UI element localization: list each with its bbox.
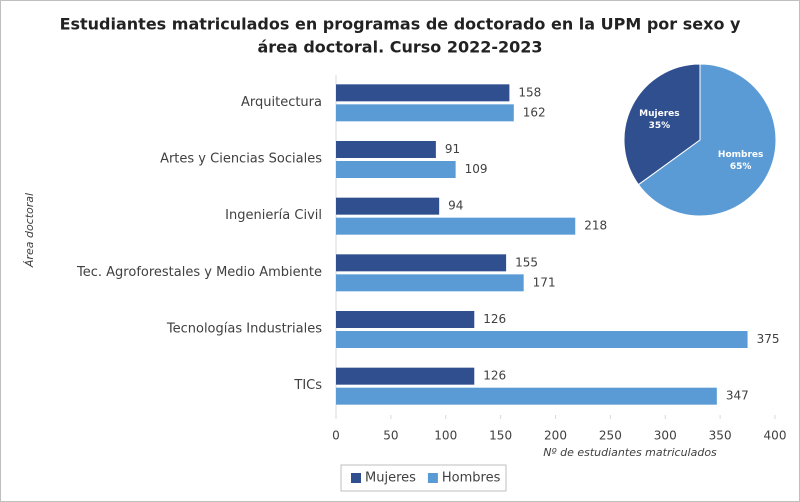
chart-title: Estudiantes matriculados en programas de… [60, 15, 741, 34]
x-tick-label: 300 [654, 429, 677, 443]
data-label: 218 [584, 219, 607, 233]
x-tick-label: 200 [544, 429, 567, 443]
pie-label: Hombres [718, 150, 763, 160]
data-label: 126 [483, 312, 506, 326]
data-label: 94 [448, 199, 463, 213]
legend-label: Hombres [442, 471, 501, 486]
data-label: 155 [515, 255, 538, 269]
bar [336, 311, 475, 328]
data-label: 162 [523, 105, 546, 119]
x-axis-label: Nº de estudiantes matriculados [543, 446, 717, 459]
bar [336, 161, 456, 178]
data-label: 158 [518, 85, 541, 99]
x-tick-label: 100 [434, 429, 457, 443]
y-axis-label: Área doctoral [23, 193, 36, 268]
bar [336, 254, 507, 272]
x-tick-label: 350 [709, 429, 732, 443]
data-label: 347 [726, 389, 749, 403]
pie-label: Mujeres [639, 109, 679, 119]
bar [336, 387, 717, 405]
bar [336, 84, 510, 102]
y-tick-label: Artes y Ciencias Sociales [160, 152, 322, 167]
legend-label: Mujeres [365, 471, 416, 486]
chart-title: área doctoral. Curso 2022-2023 [257, 38, 542, 57]
x-tick-label: 250 [599, 429, 622, 443]
bar [336, 217, 576, 235]
pie-value-label: 65% [730, 162, 752, 172]
bar [336, 274, 524, 292]
data-label: 126 [483, 369, 506, 383]
x-tick-label: 150 [489, 429, 512, 443]
data-label: 109 [465, 162, 488, 176]
legend-swatch [351, 473, 361, 483]
pie-value-label: 35% [649, 121, 671, 131]
bar [336, 141, 436, 158]
y-tick-label: Arquitectura [241, 95, 322, 110]
data-label: 375 [757, 332, 780, 346]
legend-swatch [427, 473, 438, 483]
legend-box [340, 464, 507, 492]
y-tick-label: TICs [293, 378, 322, 393]
x-tick-label: 400 [764, 429, 787, 443]
x-tick-label: 0 [332, 429, 340, 443]
pie-slice [637, 63, 777, 217]
bar [336, 331, 748, 348]
y-tick-label: Tec. Agroforestales y Medio Ambiente [76, 265, 322, 280]
y-tick-label: Tecnologías Industriales [166, 322, 322, 337]
bar [336, 197, 440, 215]
pie-slice [623, 63, 701, 186]
data-label: 171 [533, 275, 556, 289]
bar [336, 367, 475, 385]
bar [336, 104, 514, 122]
data-label: 91 [445, 142, 460, 156]
x-tick-label: 50 [383, 429, 398, 443]
y-tick-label: Ingeniería Civil [225, 208, 322, 223]
